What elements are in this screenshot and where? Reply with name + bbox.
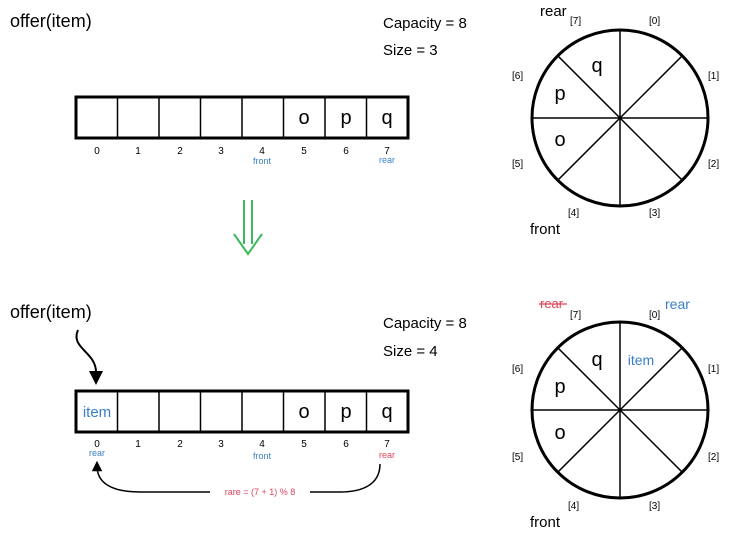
bottom-cell-7: q [381,401,392,423]
top-cell-6: p [340,107,351,129]
top-index-2: 2 [177,146,183,157]
top-front-label: front [253,156,272,166]
bottom-circle-slot-2: [2] [708,452,719,463]
top-circle-slot-0: [0] [649,16,660,27]
top-cell-5: o [298,107,309,129]
bottom-circle-value-6: p [554,376,565,398]
top-circle-slot-2: [2] [708,159,719,170]
bottom-rear-old-label: rear [379,450,395,460]
top-index-3: 3 [218,146,224,157]
bottom-size: Size = 4 [383,343,438,360]
top-index-6: 6 [343,146,349,157]
bottom-index-0: 0 [94,439,100,450]
bottom-index-4: 4 [259,439,265,450]
bottom-circle-slot-6: [6] [512,364,523,375]
top-circle-slot-3: [3] [649,208,660,219]
bottom-cell-5: o [298,401,309,423]
top-circle-slot-6: [6] [512,71,523,82]
bottom-circle-slot-4: [4] [568,501,579,512]
wraparound-formula: rare = (7 + 1) % 8 [225,487,296,497]
top-circle-value-7: q [591,55,602,77]
top-circle-value-5: o [554,129,565,151]
bottom-cell-6: p [340,401,351,423]
top-circle-slot-7: [7] [570,16,581,27]
offer-pointer-arrow [75,329,103,385]
bottom-circle-value-0: item [628,352,654,368]
bottom-index-1: 1 [135,439,141,450]
top-circle-rear: rear [540,3,567,20]
bottom-circle-value-5: o [554,422,565,444]
top-title: offer(item) [10,11,92,31]
top-rear-label: rear [379,155,395,165]
bottom-index-2: 2 [177,439,183,450]
bottom-array [74,389,410,434]
bottom-circle-slot-1: [1] [708,364,719,375]
bottom-index-7: 7 [384,439,390,450]
bottom-title: offer(item) [10,302,92,322]
bottom-circle-slot-5: [5] [512,452,523,463]
top-index-5: 5 [301,146,307,157]
bottom-capacity: Capacity = 8 [383,315,467,332]
top-cell-7: q [381,107,392,129]
bottom-index-6: 6 [343,439,349,450]
top-circle-value-6: p [554,83,565,105]
top-circle-slot-5: [5] [512,159,523,170]
top-circle-slot-4: [4] [568,208,579,219]
bottom-circle-front: front [530,514,561,531]
bottom-circle-slot-7: [7] [570,310,581,321]
bottom-circle-value-7: q [591,349,602,371]
top-circle-slot-1: [1] [708,71,719,82]
bottom-rear-new-label: rear [89,448,105,458]
top-index-7: 7 [384,146,390,157]
top-index-4: 4 [259,146,265,157]
bottom-circle-rear-new: rear [665,296,690,312]
top-index-0: 0 [94,146,100,157]
top-index-1: 1 [135,146,141,157]
formula-background [210,485,310,499]
bottom-circular-buffer [530,320,710,500]
top-array [74,95,410,140]
top-size: Size = 3 [383,42,438,59]
top-circle-front: front [530,221,561,238]
top-capacity: Capacity = 8 [383,15,467,32]
bottom-index-5: 5 [301,439,307,450]
top-circular-buffer [530,28,710,208]
bottom-circle-slot-3: [3] [649,501,660,512]
transition-arrow [233,200,263,256]
bottom-circle-slot-0: [0] [649,310,660,321]
bottom-cell-0: item [83,404,111,421]
bottom-front-label: front [253,451,272,461]
bottom-index-3: 3 [218,439,224,450]
